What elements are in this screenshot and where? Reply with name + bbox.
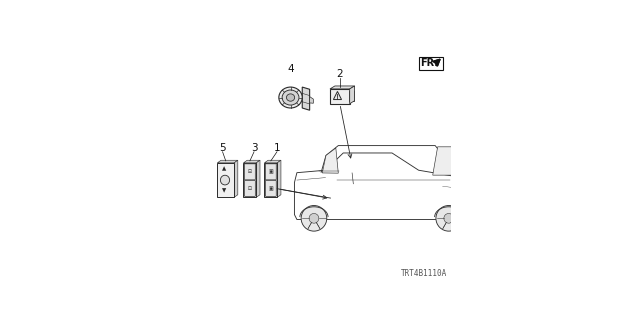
Polygon shape [433,147,455,175]
Text: ⊟: ⊟ [248,169,252,174]
Polygon shape [333,92,342,100]
Polygon shape [234,160,238,197]
Bar [330,89,349,104]
Polygon shape [310,97,314,103]
Polygon shape [302,87,310,110]
Ellipse shape [220,175,230,185]
Text: TRT4B1110A: TRT4B1110A [401,269,447,278]
FancyBboxPatch shape [244,180,255,196]
Text: 5: 5 [220,143,226,153]
Text: 4: 4 [287,64,294,74]
Polygon shape [294,153,465,220]
FancyBboxPatch shape [244,164,255,180]
Circle shape [444,213,454,223]
Ellipse shape [282,90,299,105]
Polygon shape [218,160,238,163]
Polygon shape [323,148,339,173]
Circle shape [436,205,461,231]
Text: ⊡: ⊡ [248,186,252,191]
Bar [243,163,256,197]
Polygon shape [349,86,355,104]
Bar [218,163,234,197]
Text: 3: 3 [251,143,257,153]
Text: FR.: FR. [420,58,438,68]
Polygon shape [264,160,281,163]
Bar [419,57,443,70]
Text: ▲: ▲ [222,166,227,172]
Text: ▼: ▼ [222,189,227,194]
Text: 1: 1 [274,143,280,153]
Polygon shape [243,160,260,163]
Polygon shape [256,160,260,197]
Ellipse shape [279,87,302,108]
Text: ▣: ▣ [269,169,273,174]
Bar [349,91,355,101]
Text: 2: 2 [337,69,343,79]
Text: ▣: ▣ [269,186,273,191]
Polygon shape [277,160,281,197]
Ellipse shape [287,94,294,101]
Bar [264,163,277,197]
Ellipse shape [458,173,463,177]
FancyBboxPatch shape [266,180,276,196]
Circle shape [309,213,319,223]
FancyBboxPatch shape [266,164,276,180]
Polygon shape [330,86,355,89]
Circle shape [301,205,327,231]
